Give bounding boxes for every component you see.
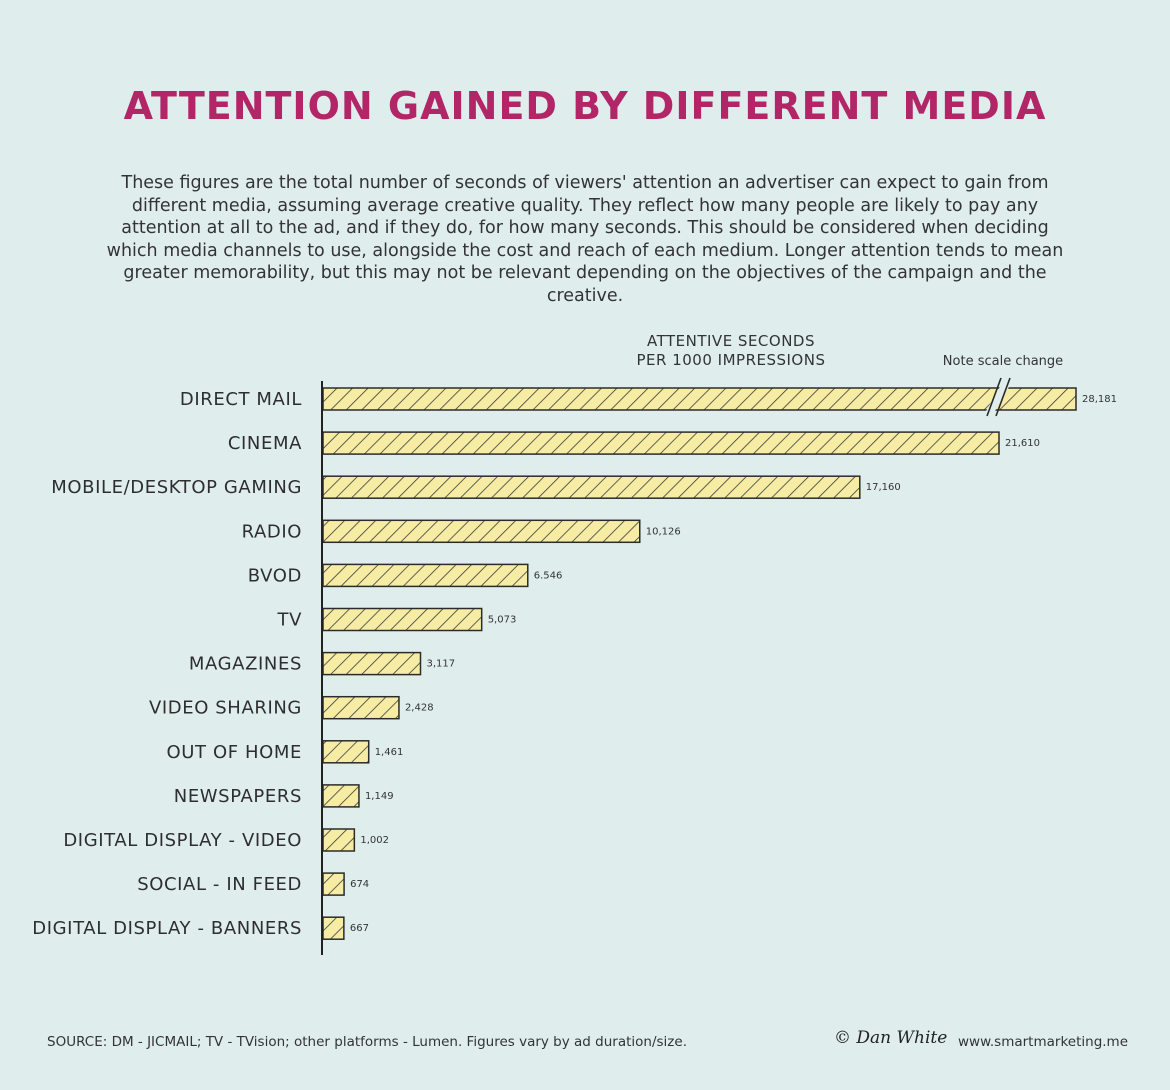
bar-magazines	[322, 651, 422, 676]
value-label-out-of-home: 1,461	[375, 747, 404, 758]
category-label-out-of-home: OUT OF HOME	[166, 742, 302, 763]
bar-chart: ATTENTIVE SECONDS PER 1000 IMPRESSIONS N…	[32, 332, 1117, 955]
intro-paragraph: These figures are the total number of se…	[106, 173, 1064, 306]
value-label-direct-mail: 28,181	[1082, 394, 1117, 405]
axis-title-line-2: PER 1000 IMPRESSIONS	[637, 351, 826, 369]
category-label-digital-display-video: DIGITAL DISPLAY - VIDEO	[63, 830, 302, 851]
bar-out-of-home	[322, 740, 370, 764]
bar-digital-display-video	[322, 828, 356, 852]
bar-radio	[322, 519, 641, 544]
bar-bvod	[322, 563, 529, 588]
axis-title-line-1: ATTENTIVE SECONDS	[647, 332, 815, 350]
source-note: SOURCE: DM - JICMAIL; TV - TVision; othe…	[47, 1034, 687, 1050]
bar-video-sharing	[322, 695, 400, 720]
category-label-tv: TV	[276, 610, 302, 631]
author-credit: © Dan White	[834, 1028, 948, 1048]
category-label-video-sharing: VIDEO SHARING	[149, 698, 302, 719]
scale-break-line-left	[986, 377, 1002, 417]
value-label-video-sharing: 2,428	[405, 703, 434, 714]
bar-cinema	[322, 431, 1000, 455]
value-label-social-in-feed: 674	[350, 879, 369, 890]
category-label-bvod: BVOD	[248, 565, 302, 586]
value-label-mobile-desktop-gaming: 17,160	[866, 482, 901, 493]
category-label-newspapers: NEWSPAPERS	[174, 786, 302, 807]
bar-tv	[322, 607, 483, 632]
value-label-cinema: 21,610	[1005, 438, 1040, 449]
value-label-tv: 5,073	[488, 615, 517, 626]
category-label-cinema: CINEMA	[228, 433, 302, 454]
bar-newspapers	[322, 784, 360, 808]
website-link[interactable]: www.smartmarketing.me	[958, 1034, 1129, 1050]
category-label-magazines: MAGAZINES	[189, 654, 302, 675]
bar-digital-display-banners	[322, 916, 345, 940]
scale-break-line-right	[995, 377, 1011, 417]
value-label-digital-display-banners: 667	[350, 923, 369, 934]
category-label-radio: RADIO	[242, 521, 302, 542]
value-label-digital-display-video: 1,002	[360, 835, 389, 846]
bar-direct-mail	[322, 387, 1077, 411]
value-label-bvod: 6.546	[534, 570, 563, 581]
value-label-newspapers: 1,149	[365, 791, 394, 802]
category-label-social-in-feed: SOCIAL - IN FEED	[137, 874, 302, 895]
category-label-mobile-desktop-gaming: MOBILE/DESKTOP GAMING	[51, 477, 302, 498]
category-label-direct-mail: DIRECT MAIL	[180, 389, 302, 410]
chart-title: ATTENTION GAINED BY DIFFERENT MEDIA	[123, 84, 1047, 128]
value-label-radio: 10,126	[646, 526, 681, 537]
scale-change-note: Note scale change	[943, 354, 1063, 369]
value-label-magazines: 3,117	[427, 659, 456, 670]
bar-mobile-desktop-gaming	[322, 475, 861, 499]
bar-social-in-feed	[322, 872, 345, 896]
bars: DIRECT MAIL 28,181 CINEMA 21,610 MOBILE/DESK…	[32, 377, 1117, 940]
category-label-digital-display-banners: DIGITAL DISPLAY - BANNERS	[32, 918, 302, 939]
